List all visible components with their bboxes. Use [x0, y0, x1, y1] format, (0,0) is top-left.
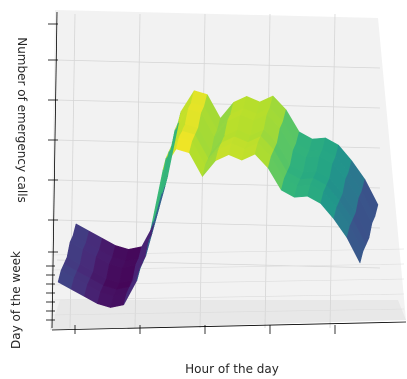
grid-line: [51, 308, 405, 316]
x-axis-line: [51, 321, 407, 331]
grid-line: [56, 99, 381, 109]
grid-line: [264, 13, 271, 329]
surface-cell: [361, 178, 379, 217]
floor-pane: [50, 300, 406, 330]
grid-line: [56, 59, 381, 69]
surface-plot: [57, 90, 379, 308]
x-axis-label: Hour of the day: [185, 362, 279, 376]
y-axis-label: Day of the week: [9, 251, 23, 349]
axis-ticks: [46, 11, 407, 334]
grid-line: [56, 219, 381, 229]
z-axis-label: Number of emergency calls: [15, 37, 29, 203]
